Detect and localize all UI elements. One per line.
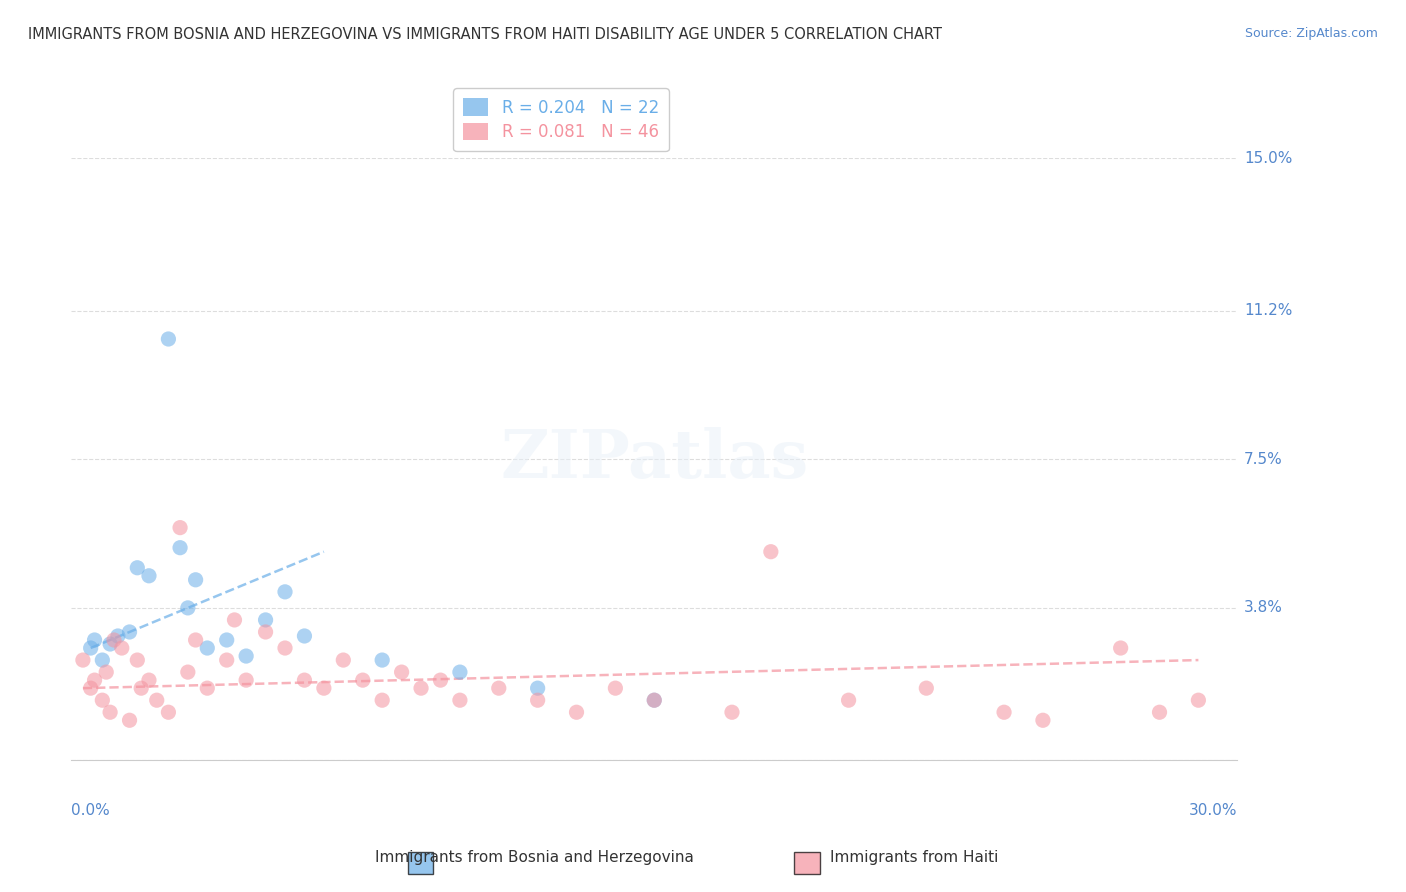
Point bbox=[98, 705, 121, 719]
Point bbox=[1109, 640, 1132, 655]
Point bbox=[177, 665, 200, 679]
Point bbox=[605, 681, 627, 695]
Text: ZIPatlas: ZIPatlas bbox=[501, 427, 808, 491]
Point bbox=[157, 332, 180, 346]
Point bbox=[352, 673, 374, 687]
Point bbox=[449, 665, 471, 679]
Point bbox=[91, 693, 114, 707]
Point bbox=[526, 693, 548, 707]
Point bbox=[565, 705, 588, 719]
Point bbox=[138, 569, 160, 583]
Text: 7.5%: 7.5% bbox=[1244, 452, 1282, 467]
Point bbox=[83, 632, 105, 647]
Point bbox=[118, 713, 141, 727]
Point bbox=[915, 681, 938, 695]
Point bbox=[1187, 693, 1209, 707]
Point bbox=[391, 665, 413, 679]
Point bbox=[312, 681, 335, 695]
Point bbox=[169, 521, 191, 535]
Point bbox=[118, 624, 141, 639]
Point bbox=[274, 640, 297, 655]
Point bbox=[332, 653, 354, 667]
Point bbox=[526, 681, 548, 695]
Point bbox=[79, 681, 101, 695]
Point bbox=[721, 705, 744, 719]
Point bbox=[98, 637, 121, 651]
Text: 3.8%: 3.8% bbox=[1244, 600, 1284, 615]
Point bbox=[111, 640, 134, 655]
Point bbox=[157, 705, 180, 719]
Point bbox=[127, 653, 149, 667]
Point bbox=[294, 629, 316, 643]
Point bbox=[254, 613, 277, 627]
Point bbox=[993, 705, 1015, 719]
Point bbox=[195, 640, 218, 655]
Text: Immigrants from Bosnia and Herzegovina: Immigrants from Bosnia and Herzegovina bbox=[375, 850, 693, 865]
Text: 15.0%: 15.0% bbox=[1244, 151, 1292, 166]
Point bbox=[409, 681, 432, 695]
Point bbox=[371, 693, 394, 707]
Text: 0.0%: 0.0% bbox=[72, 803, 110, 818]
Point bbox=[83, 673, 105, 687]
Point bbox=[643, 693, 665, 707]
Point bbox=[195, 681, 218, 695]
Point bbox=[643, 693, 665, 707]
Point bbox=[1149, 705, 1171, 719]
Point bbox=[72, 653, 94, 667]
Point bbox=[224, 613, 246, 627]
Point bbox=[107, 629, 129, 643]
Point bbox=[759, 545, 782, 559]
Text: 30.0%: 30.0% bbox=[1188, 803, 1237, 818]
Point bbox=[103, 632, 125, 647]
Point bbox=[79, 640, 101, 655]
Point bbox=[429, 673, 451, 687]
Point bbox=[138, 673, 160, 687]
Point bbox=[235, 673, 257, 687]
Point bbox=[184, 632, 207, 647]
Point bbox=[294, 673, 316, 687]
Point bbox=[371, 653, 394, 667]
Point bbox=[215, 653, 238, 667]
Point bbox=[184, 573, 207, 587]
Point bbox=[838, 693, 860, 707]
Point bbox=[449, 693, 471, 707]
Text: 11.2%: 11.2% bbox=[1244, 303, 1292, 318]
Text: Immigrants from Haiti: Immigrants from Haiti bbox=[830, 850, 998, 865]
Point bbox=[145, 693, 167, 707]
Point bbox=[274, 584, 297, 599]
Text: IMMIGRANTS FROM BOSNIA AND HERZEGOVINA VS IMMIGRANTS FROM HAITI DISABILITY AGE U: IMMIGRANTS FROM BOSNIA AND HERZEGOVINA V… bbox=[28, 27, 942, 42]
Point bbox=[96, 665, 118, 679]
Point bbox=[488, 681, 510, 695]
Point bbox=[127, 561, 149, 575]
Point bbox=[129, 681, 152, 695]
Point bbox=[254, 624, 277, 639]
Point bbox=[235, 648, 257, 663]
Point bbox=[215, 632, 238, 647]
Point bbox=[169, 541, 191, 555]
Point bbox=[1032, 713, 1054, 727]
Point bbox=[91, 653, 114, 667]
Point bbox=[177, 600, 200, 615]
Text: Source: ZipAtlas.com: Source: ZipAtlas.com bbox=[1244, 27, 1378, 40]
Legend: R = 0.204   N = 22, R = 0.081   N = 46: R = 0.204 N = 22, R = 0.081 N = 46 bbox=[453, 88, 669, 152]
